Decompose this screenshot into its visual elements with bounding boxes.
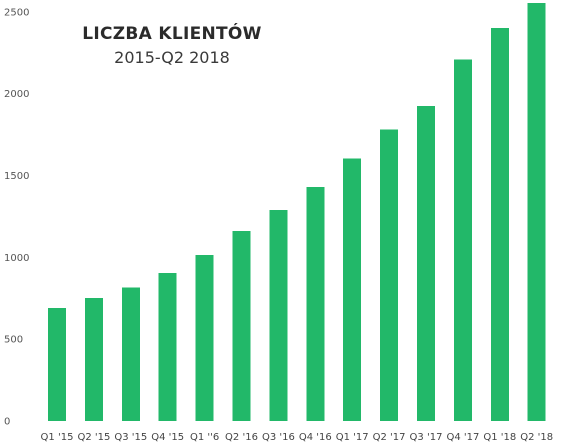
x-tick-label: Q1 '18 xyxy=(483,432,516,443)
y-tick-label: 1000 xyxy=(4,253,29,264)
x-tick-label: Q3 '16 xyxy=(262,432,295,443)
bar xyxy=(48,308,66,421)
x-tick-label: Q2 '16 xyxy=(225,432,258,443)
bar xyxy=(490,28,509,421)
bar xyxy=(195,254,214,421)
x-tick-label: Q1 '17 xyxy=(336,432,369,443)
x-tick-label: Q2 '18 xyxy=(520,432,553,443)
x-tick-label: Q3 '15 xyxy=(114,432,147,443)
chart-title: LICZBA KLIENTÓW xyxy=(82,22,261,44)
x-tick-label: Q1 '15 xyxy=(41,432,74,443)
bar xyxy=(306,186,325,421)
bar xyxy=(121,287,140,421)
chart-subtitle: 2015-Q2 2018 xyxy=(114,48,230,67)
chart-title-group: LICZBA KLIENTÓW 2015-Q2 2018 xyxy=(82,22,261,67)
x-tick-label: Q1 ''6 xyxy=(190,432,219,443)
bar xyxy=(158,272,177,421)
bar xyxy=(269,209,288,421)
x-tick-label: Q2 '15 xyxy=(77,432,110,443)
bar xyxy=(453,59,472,422)
x-tick-label: Q4 '15 xyxy=(151,432,184,443)
bar xyxy=(527,2,546,422)
x-tick-label: Q4 '16 xyxy=(299,432,332,443)
y-tick-label: 0 xyxy=(4,417,10,428)
x-axis: Q1 '15 Q2 '15 Q3 '15 Q4 '15 Q1 ''6 Q2 '16 Q3 '… xyxy=(41,432,554,443)
bar xyxy=(417,105,435,422)
x-tick-label: Q3 '17 xyxy=(410,432,443,443)
x-tick-label: Q4 '17 xyxy=(446,432,479,443)
y-tick-label: 500 xyxy=(4,335,23,346)
x-tick-label: Q2 '17 xyxy=(373,432,406,443)
bar xyxy=(343,158,362,422)
y-axis: 0 500 1000 1500 2000 2500 xyxy=(4,7,29,427)
bar xyxy=(232,231,251,421)
bar xyxy=(380,129,399,421)
y-tick-label: 1500 xyxy=(4,171,29,182)
y-tick-label: 2000 xyxy=(4,89,29,100)
bars-group xyxy=(48,2,546,422)
bar xyxy=(84,298,103,421)
y-tick-label: 2500 xyxy=(4,7,29,18)
